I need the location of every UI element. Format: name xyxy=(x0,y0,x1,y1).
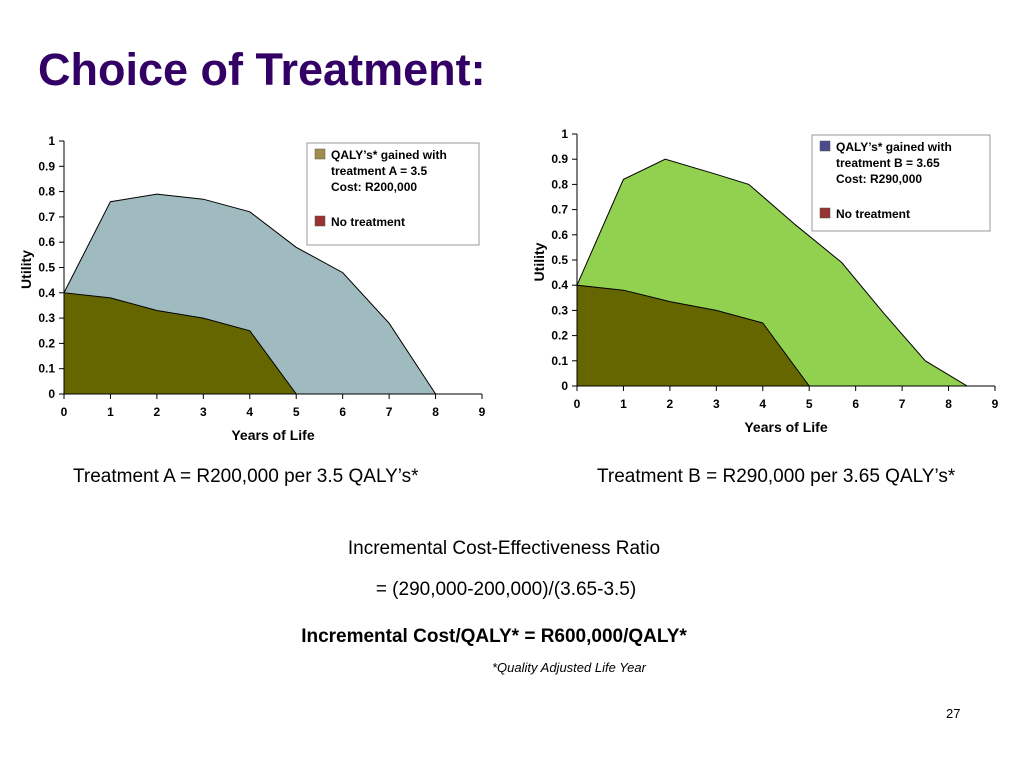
legend-box xyxy=(306,142,480,246)
x-tick-label: 5 xyxy=(293,405,300,419)
x-tick-label: 3 xyxy=(200,405,207,419)
x-tick-label: 4 xyxy=(759,397,766,411)
page-number: 27 xyxy=(946,706,961,721)
legend-swatch xyxy=(314,215,326,227)
y-axis-title: Utility xyxy=(531,242,547,281)
y-tick-label: 0.3 xyxy=(38,311,55,325)
x-tick-label: 2 xyxy=(667,397,674,411)
icer-formula: = (290,000-200,000)/(3.65-3.5) xyxy=(375,579,637,600)
utility-chart-treatment-b: 0 0.1 0.2 0.3 0.4 0.5 0.6 0.7 0.8 0.9 1 0 1 2 3 4 5 6 7 8 9 Y… xyxy=(531,127,999,435)
legend-swatch xyxy=(819,207,831,219)
legend-entry-text: treatment B = 3.65 xyxy=(836,156,940,170)
x-tick-label: 4 xyxy=(246,405,253,419)
legend-entry-text: No treatment xyxy=(331,215,405,229)
x-tick-label: 0 xyxy=(574,397,581,411)
y-axis-title: Utility xyxy=(18,250,34,289)
x-tick-label: 7 xyxy=(386,405,393,419)
caption-treatment-a: Treatment A = R200,000 per 3.5 QALY’s* xyxy=(73,466,419,487)
legend-entry-text: Cost: R200,000 xyxy=(331,180,417,194)
x-tick-label: 1 xyxy=(107,405,114,419)
y-tick-label: 0.1 xyxy=(551,354,568,368)
x-tick-label: 2 xyxy=(154,405,161,419)
legend-swatch xyxy=(819,140,831,152)
utility-chart-treatment-a: 0 0.1 0.2 0.3 0.4 0.5 0.6 0.7 0.8 0.9 1 0 1 2 3 4 5 6 7 8 9 Y… xyxy=(18,134,486,443)
y-tick-label: 0.8 xyxy=(38,185,55,199)
x-tick-label: 3 xyxy=(713,397,720,411)
legend: QALY’s* gained with treatment A = 3.5 Cost… xyxy=(306,142,480,246)
x-tick-label: 8 xyxy=(432,405,439,419)
x-tick-label: 0 xyxy=(61,405,68,419)
x-tick-label: 9 xyxy=(479,405,486,419)
y-tick-label: 0.6 xyxy=(551,228,568,242)
area-series-2 xyxy=(576,284,811,387)
area-series-2 xyxy=(63,292,298,395)
y-tick-label: 0.2 xyxy=(38,336,55,350)
y-tick-label: 0.4 xyxy=(551,278,568,292)
slide-title: Choice of Treatment: xyxy=(38,44,486,95)
y-tick-label: 0 xyxy=(48,387,55,401)
y-tick-label: 0.8 xyxy=(551,177,568,191)
legend-entry-text: treatment A = 3.5 xyxy=(331,164,427,178)
footnote: *Quality Adjusted Life Year xyxy=(492,660,646,675)
y-tick-label: 1 xyxy=(48,134,55,148)
x-tick-label: 1 xyxy=(620,397,627,411)
x-tick-label: 8 xyxy=(945,397,952,411)
y-tick-label: 0.2 xyxy=(551,329,568,343)
y-tick-label: 0.9 xyxy=(551,152,568,166)
x-axis-title: Years of Life xyxy=(744,419,827,435)
legend-swatch xyxy=(314,148,326,160)
y-tick-label: 0.5 xyxy=(38,261,55,275)
icer-result: Incremental Cost/QALY* = R600,000/QALY* xyxy=(301,626,687,647)
y-tick-label: 1 xyxy=(561,127,568,141)
legend-entry-text: QALY’s* gained with xyxy=(836,140,952,154)
x-tick-label: 7 xyxy=(899,397,906,411)
legend-entry-text: QALY’s* gained with xyxy=(331,148,447,162)
y-tick-label: 0.5 xyxy=(551,253,568,267)
x-tick-label: 5 xyxy=(806,397,813,411)
legend: QALY’s* gained with treatment B = 3.65 Cos… xyxy=(811,134,991,232)
y-tick-label: 0.3 xyxy=(551,303,568,317)
x-tick-label: 9 xyxy=(992,397,999,411)
x-axis-title: Years of Life xyxy=(231,427,314,443)
x-tick-label: 6 xyxy=(852,397,859,411)
x-tick-label: 6 xyxy=(339,405,346,419)
legend-box xyxy=(811,134,991,232)
legend-entry-text: Cost: R290,000 xyxy=(836,172,922,186)
y-tick-label: 0.4 xyxy=(38,286,55,300)
y-tick-label: 0.1 xyxy=(38,362,55,376)
y-tick-label: 0 xyxy=(561,379,568,393)
y-tick-label: 0.9 xyxy=(38,159,55,173)
y-tick-label: 0.7 xyxy=(551,203,568,217)
icer-label: Incremental Cost-Effectiveness Ratio xyxy=(347,538,661,559)
y-tick-label: 0.7 xyxy=(38,210,55,224)
y-tick-label: 0.6 xyxy=(38,235,55,249)
legend-entry-text: No treatment xyxy=(836,207,910,221)
caption-treatment-b: Treatment B = R290,000 per 3.65 QALY’s* xyxy=(597,466,956,487)
